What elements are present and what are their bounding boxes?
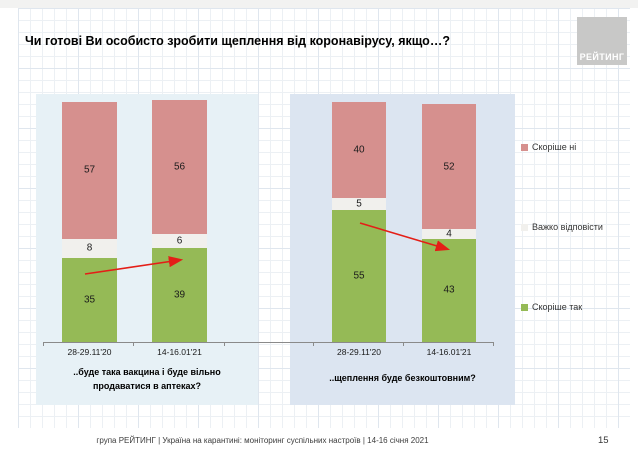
footer-text: група РЕЙТИНГ | Україна на карантині: мо… xyxy=(96,436,429,445)
category-label: 28-29.11'20 xyxy=(67,347,112,357)
bar-segment: 57 xyxy=(62,102,117,239)
bar-segment: 5 xyxy=(332,198,386,210)
bar-segment: 35 xyxy=(62,258,117,342)
value-label: 55 xyxy=(353,270,365,282)
rating-logo: РЕЙТИНГ xyxy=(577,17,627,65)
question-caption-free: ..щеплення буде безкоштовним? xyxy=(329,372,476,383)
top-strip xyxy=(0,0,638,8)
legend-swatch-hard-to-say-icon xyxy=(521,223,528,231)
bar-segment: 56 xyxy=(152,99,207,234)
legend-item-yes: Скоріше так xyxy=(521,302,582,312)
bar-segment: 4 xyxy=(422,228,476,240)
category-label: 14-16.01'21 xyxy=(157,347,202,357)
value-label: 5 xyxy=(356,198,362,210)
axis-tick xyxy=(313,342,314,346)
bar-segment: 39 xyxy=(152,248,207,342)
legend-label-no: Скоріше ні xyxy=(532,142,577,152)
page-number: 15 xyxy=(598,435,609,446)
bar-segment: 6 xyxy=(152,234,207,249)
rating-logo-text: РЕЙТИНГ xyxy=(579,52,625,62)
value-label: 6 xyxy=(176,235,183,247)
legend-label-yes: Скоріше так xyxy=(532,302,583,312)
category-label: 28-29.11'20 xyxy=(336,347,381,357)
bar-segment: 52 xyxy=(422,104,476,230)
axis-tick xyxy=(493,342,494,346)
legend-item-hard-to-say: Важко відповісти xyxy=(521,222,603,232)
value-label: 43 xyxy=(443,284,455,296)
category-label: 14-16.01'21 xyxy=(426,347,472,357)
value-label: 4 xyxy=(446,228,452,240)
axis-tick xyxy=(403,342,404,346)
axis-tick xyxy=(43,342,44,346)
bar-segment: 40 xyxy=(332,102,386,198)
value-label: 35 xyxy=(83,294,96,306)
bar-segment: 8 xyxy=(62,238,117,258)
value-label: 57 xyxy=(83,164,96,176)
bar-segment: 43 xyxy=(422,238,476,342)
axis-tick xyxy=(133,342,134,346)
value-label: 39 xyxy=(173,289,186,301)
value-label: 52 xyxy=(443,161,455,173)
legend-label-hard-to-say: Важко відповісти xyxy=(532,222,603,232)
value-label: 56 xyxy=(173,161,186,173)
value-label: 8 xyxy=(86,242,93,254)
legend-item-no: Скоріше ні xyxy=(521,142,576,152)
page-title: Чи готові Ви особисто зробити щеплення в… xyxy=(25,34,450,48)
x-axis-line xyxy=(43,342,493,343)
panel-free-vaccine-chart: ..щеплення буде безкоштовним? xyxy=(290,94,515,405)
bar-segment: 55 xyxy=(332,210,386,342)
legend-swatch-no-icon xyxy=(521,143,528,151)
legend-swatch-yes-icon xyxy=(521,303,528,311)
axis-tick xyxy=(224,342,225,346)
question-caption-pharmacy: ..буде така вакцина і буде вільно продав… xyxy=(73,367,221,391)
value-label: 40 xyxy=(353,144,365,156)
